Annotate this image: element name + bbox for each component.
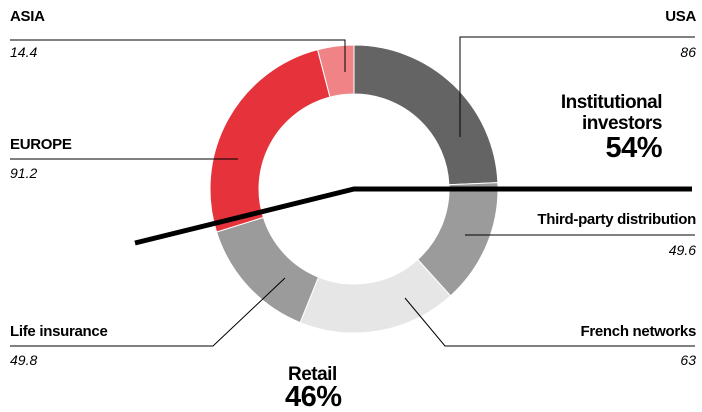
leader-line <box>404 297 695 347</box>
segment-value: 86 <box>680 44 696 60</box>
segment-value: 91.2 <box>10 165 38 181</box>
segment-label: ASIA <box>10 8 45 25</box>
segment-value: 14.4 <box>10 44 38 60</box>
group-label: Institutional investors <box>560 92 663 134</box>
segment-label: EUROPE <box>10 136 72 153</box>
group-value: 46% <box>285 381 342 412</box>
group-value: 54% <box>605 132 662 164</box>
segment-value: 49.8 <box>10 352 38 368</box>
divider-line <box>134 186 692 246</box>
donut-segment <box>209 49 331 233</box>
segment-label: Third-party distribution <box>537 211 696 228</box>
segment-value: 63 <box>680 352 696 368</box>
segment-label: French networks <box>580 323 696 340</box>
leader-line <box>10 39 346 72</box>
segment-label: Life insurance <box>10 323 108 340</box>
donut-segment <box>215 216 320 324</box>
donut-segment <box>299 258 452 334</box>
segment-label: USA <box>665 8 696 25</box>
leader-line <box>459 36 695 137</box>
donut-segment <box>353 44 499 186</box>
leader-line <box>10 277 286 347</box>
leader-lines <box>10 36 695 347</box>
segment-value: 49.6 <box>668 242 696 258</box>
group-label: Retail <box>288 364 337 385</box>
